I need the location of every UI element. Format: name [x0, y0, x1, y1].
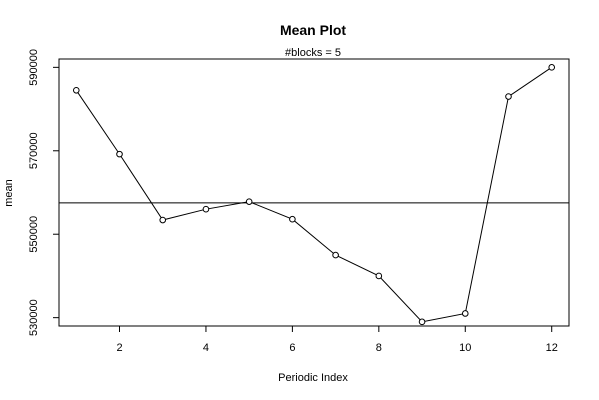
data-point [289, 215, 296, 223]
chart-title: Mean Plot [280, 22, 346, 38]
x-axis: 2 4 6 8 10 12 [116, 326, 558, 354]
y-tick-label: 590000 [28, 49, 40, 86]
x-tick-label: 8 [376, 342, 382, 354]
x-tick-label: 4 [203, 342, 209, 354]
data-point [505, 93, 512, 100]
data-point [375, 272, 383, 280]
y-axis: 530000 550000 570000 590000 [28, 49, 59, 336]
x-tick-label: 2 [116, 342, 122, 354]
data-points [72, 64, 556, 326]
x-tick-label: 6 [289, 342, 295, 354]
data-point [332, 251, 339, 259]
chart-subtitle: #blocks = 5 [285, 47, 341, 59]
y-axis-label: mean [3, 179, 15, 207]
y-tick-label: 530000 [28, 299, 40, 336]
data-point [116, 150, 123, 158]
data-point [202, 205, 210, 213]
data-point [159, 216, 167, 224]
plot-frame [58, 58, 570, 327]
x-axis-label: Periodic Index [278, 372, 348, 384]
x-tick-label: 10 [459, 342, 471, 354]
data-point [418, 318, 426, 326]
series-line [75, 66, 552, 323]
data-point [461, 310, 469, 317]
x-tick-label: 12 [546, 342, 558, 354]
y-tick-label: 570000 [28, 132, 40, 169]
data-point [548, 64, 556, 71]
data-point [72, 86, 80, 94]
y-tick-label: 550000 [28, 216, 40, 253]
data-point [245, 198, 253, 205]
